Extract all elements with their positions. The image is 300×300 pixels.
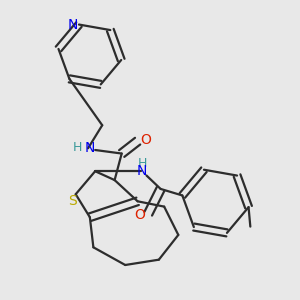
Text: N: N — [137, 164, 147, 178]
Text: S: S — [68, 194, 77, 208]
Text: N: N — [84, 141, 95, 155]
Text: N: N — [68, 17, 78, 32]
Text: H: H — [73, 141, 82, 154]
Text: O: O — [140, 134, 151, 147]
Text: H: H — [137, 157, 147, 170]
Text: O: O — [134, 208, 145, 223]
